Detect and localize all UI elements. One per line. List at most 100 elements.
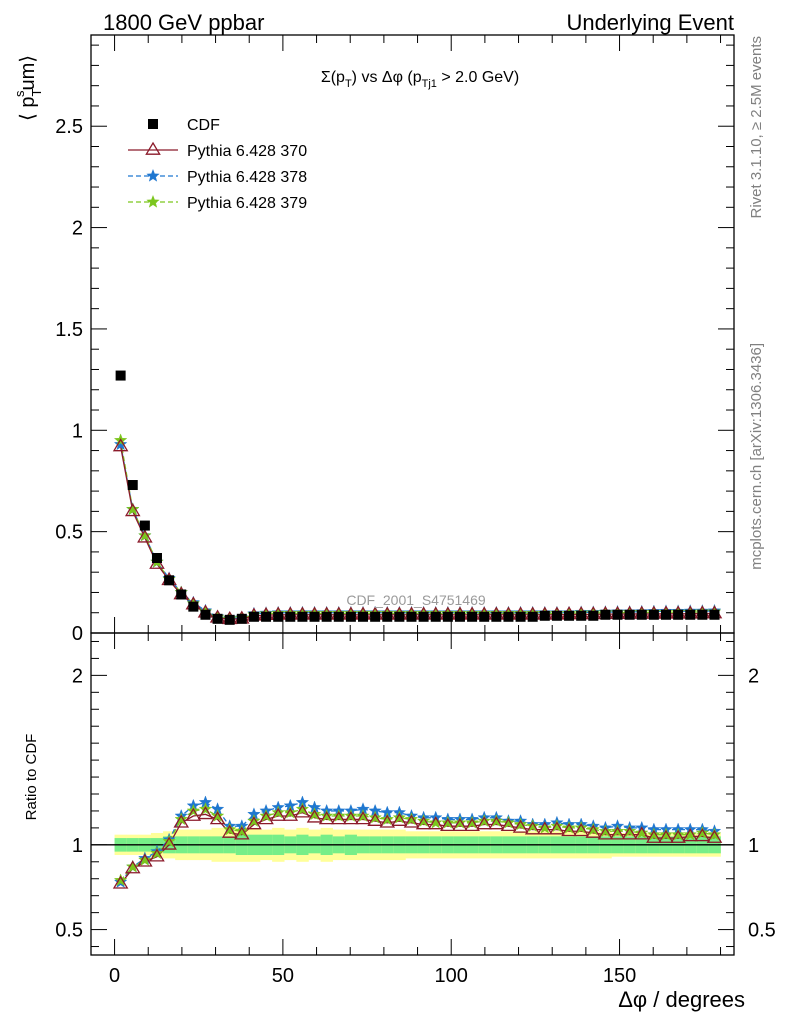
ratio-data-point bbox=[258, 811, 274, 825]
ratio-data-point bbox=[610, 824, 625, 838]
ratio-data-point bbox=[441, 815, 455, 829]
legend-marker bbox=[148, 119, 158, 129]
legend-marker bbox=[146, 168, 160, 182]
ratio-data-point bbox=[550, 819, 564, 832]
cdf-data-point bbox=[151, 552, 162, 563]
ratio-data-point bbox=[404, 812, 419, 826]
ratio-data-point bbox=[126, 859, 140, 873]
cdf-data-point bbox=[297, 611, 308, 622]
ratio-data-point bbox=[453, 815, 467, 829]
cdf-data-point bbox=[612, 609, 623, 620]
ratio-data-point bbox=[489, 814, 504, 827]
cdf-data-point bbox=[406, 611, 417, 622]
cdf-data-point bbox=[527, 611, 538, 622]
cdf-data-point bbox=[564, 610, 575, 621]
cdf-data-point bbox=[261, 611, 272, 622]
cdf-data-point bbox=[273, 611, 284, 622]
ratio-data-point bbox=[367, 812, 383, 826]
ratio-data-point bbox=[585, 824, 602, 838]
ratio-data-point bbox=[150, 846, 164, 860]
ratio-data-point bbox=[647, 827, 661, 841]
ratio-data-point bbox=[221, 824, 238, 838]
ratio-data-point bbox=[561, 823, 577, 837]
ratio-data-point bbox=[706, 829, 723, 843]
ratio-data-point bbox=[307, 807, 322, 821]
data-point bbox=[126, 502, 140, 516]
cdf-data-point bbox=[115, 370, 126, 381]
ratio-data-point bbox=[391, 812, 408, 826]
ratio-data-point bbox=[246, 816, 262, 830]
ratio-data-point bbox=[537, 821, 553, 835]
x-tick-label: 50 bbox=[272, 965, 294, 987]
data-point bbox=[113, 437, 128, 451]
cdf-data-point bbox=[600, 609, 611, 620]
ratio-data-point bbox=[501, 815, 516, 829]
ratio-axis-ticks: 0.5 0.5 1 1 2 2 0 50 100 150 bbox=[55, 633, 776, 987]
ratio-data-point bbox=[124, 860, 141, 874]
cdf-data-point bbox=[188, 601, 199, 612]
ratio-data-point bbox=[464, 817, 480, 832]
y-tick-label: 0.5 bbox=[55, 522, 83, 544]
ratio-data-point bbox=[440, 817, 456, 832]
cdf-data-point bbox=[285, 611, 296, 622]
ratio-plot-frame bbox=[90, 632, 735, 956]
cdf-data-point bbox=[479, 611, 490, 622]
ratio-data-point bbox=[477, 814, 491, 827]
cdf-data-point bbox=[515, 611, 526, 622]
cdf-data-point bbox=[248, 611, 259, 622]
data-point bbox=[112, 438, 129, 452]
header-left-label: 1800 GeV ppbar bbox=[103, 10, 264, 35]
ratio-data-point bbox=[198, 802, 213, 815]
ratio-data-point bbox=[695, 825, 710, 839]
cdf-data-point bbox=[539, 610, 550, 621]
ratio-data-point bbox=[355, 811, 371, 825]
legend-entry: Pythia 6.428 378 bbox=[128, 168, 307, 186]
ratio-data-point bbox=[270, 807, 286, 821]
ratio-data-point bbox=[465, 815, 479, 829]
ratio-data-point bbox=[368, 810, 382, 824]
cdf-data-point bbox=[212, 613, 223, 624]
ratio-data-point bbox=[294, 804, 311, 818]
cdf-data-point bbox=[624, 609, 635, 620]
cdf-data-point bbox=[551, 610, 562, 621]
ratio-data-point bbox=[379, 814, 396, 828]
main-data-series bbox=[112, 370, 723, 625]
data-point bbox=[138, 528, 152, 542]
cdf-data-point bbox=[576, 610, 587, 621]
ratio-data-point bbox=[330, 811, 347, 825]
legend-marker bbox=[146, 194, 160, 208]
cdf-data-point bbox=[164, 575, 175, 586]
y-tick-label: 0 bbox=[72, 623, 83, 645]
ratio-data-point bbox=[586, 822, 601, 836]
cdf-data-point bbox=[139, 520, 150, 531]
ratio-data-point bbox=[332, 808, 346, 822]
ratio-data-point bbox=[259, 808, 273, 822]
legend-label: Pythia 6.428 378 bbox=[187, 169, 307, 186]
ratio-data-point bbox=[562, 820, 576, 834]
ratio-tick-label: 1 bbox=[72, 835, 83, 857]
ratio-data-point bbox=[222, 822, 237, 836]
cdf-data-point bbox=[636, 609, 647, 620]
ratio-data-point bbox=[149, 848, 165, 862]
legend: CDF Pythia 6.428 370 Pythia 6.428 378 Pythi… bbox=[128, 117, 307, 212]
ratio-y-axis-label: Ratio to CDF bbox=[23, 734, 40, 821]
ratio-data-point bbox=[513, 817, 528, 831]
cdf-data-point bbox=[394, 611, 405, 622]
mcplots-side-label: mcplots.cern.ch [arXiv:1306.3436] bbox=[748, 343, 765, 570]
x-tick-label: 150 bbox=[603, 965, 636, 987]
legend-entry: CDF bbox=[148, 117, 220, 134]
cdf-data-point bbox=[382, 611, 393, 622]
ratio-data-point bbox=[452, 817, 468, 832]
ratio-data-point bbox=[622, 824, 637, 838]
ratio-data-series bbox=[112, 795, 723, 889]
ratio-data-point bbox=[573, 823, 589, 837]
y-tick-label: 1.5 bbox=[55, 319, 83, 341]
ratio-data-point bbox=[659, 827, 673, 841]
ratio-data-point bbox=[549, 821, 565, 835]
cdf-data-point bbox=[200, 609, 211, 620]
ratio-data-point bbox=[635, 825, 649, 839]
ratio-data-point bbox=[682, 828, 699, 842]
cdf-data-point bbox=[370, 611, 381, 622]
legend-label: CDF bbox=[187, 117, 220, 134]
